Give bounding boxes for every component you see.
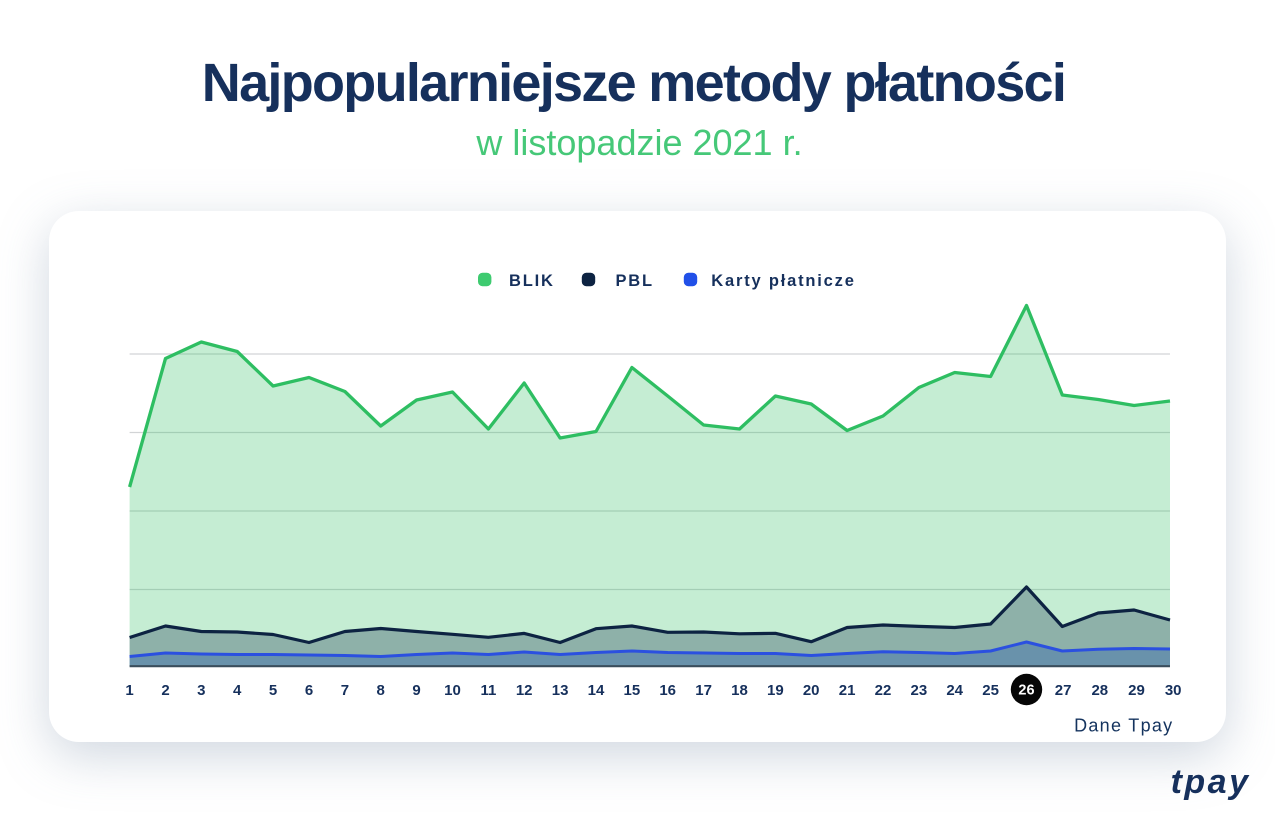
svg-text:14: 14 (588, 682, 605, 699)
svg-text:Dane Tpay: Dane Tpay (1074, 716, 1173, 736)
svg-text:22: 22 (875, 682, 892, 699)
svg-text:23: 23 (911, 682, 928, 699)
svg-text:Karty płatnicze: Karty płatnicze (711, 272, 855, 290)
svg-text:29: 29 (1128, 682, 1145, 699)
svg-text:17: 17 (695, 682, 712, 699)
svg-text:27: 27 (1055, 682, 1072, 699)
svg-text:tpay: tpay (1171, 763, 1251, 801)
svg-text:18: 18 (731, 682, 748, 699)
svg-text:10: 10 (444, 682, 461, 699)
svg-text:25: 25 (982, 682, 999, 699)
svg-text:13: 13 (552, 682, 569, 699)
svg-text:2: 2 (161, 682, 169, 699)
svg-text:19: 19 (767, 682, 784, 699)
svg-text:12: 12 (516, 682, 533, 699)
svg-text:BLIK: BLIK (509, 272, 555, 290)
svg-text:30: 30 (1165, 682, 1182, 699)
svg-text:24: 24 (946, 682, 963, 699)
svg-text:11: 11 (480, 682, 496, 699)
svg-text:PBL: PBL (616, 272, 654, 290)
svg-text:8: 8 (377, 682, 385, 699)
svg-text:3: 3 (197, 682, 205, 699)
svg-text:21: 21 (839, 682, 856, 699)
svg-text:7: 7 (341, 682, 349, 699)
svg-text:5: 5 (269, 682, 277, 699)
svg-text:6: 6 (305, 682, 313, 699)
svg-text:16: 16 (659, 682, 676, 699)
svg-text:1: 1 (125, 682, 133, 699)
svg-text:20: 20 (803, 682, 820, 699)
svg-text:28: 28 (1091, 682, 1108, 699)
svg-text:9: 9 (412, 682, 420, 699)
svg-text:26: 26 (1018, 683, 1034, 699)
svg-text:15: 15 (624, 682, 641, 699)
svg-text:4: 4 (233, 682, 242, 699)
